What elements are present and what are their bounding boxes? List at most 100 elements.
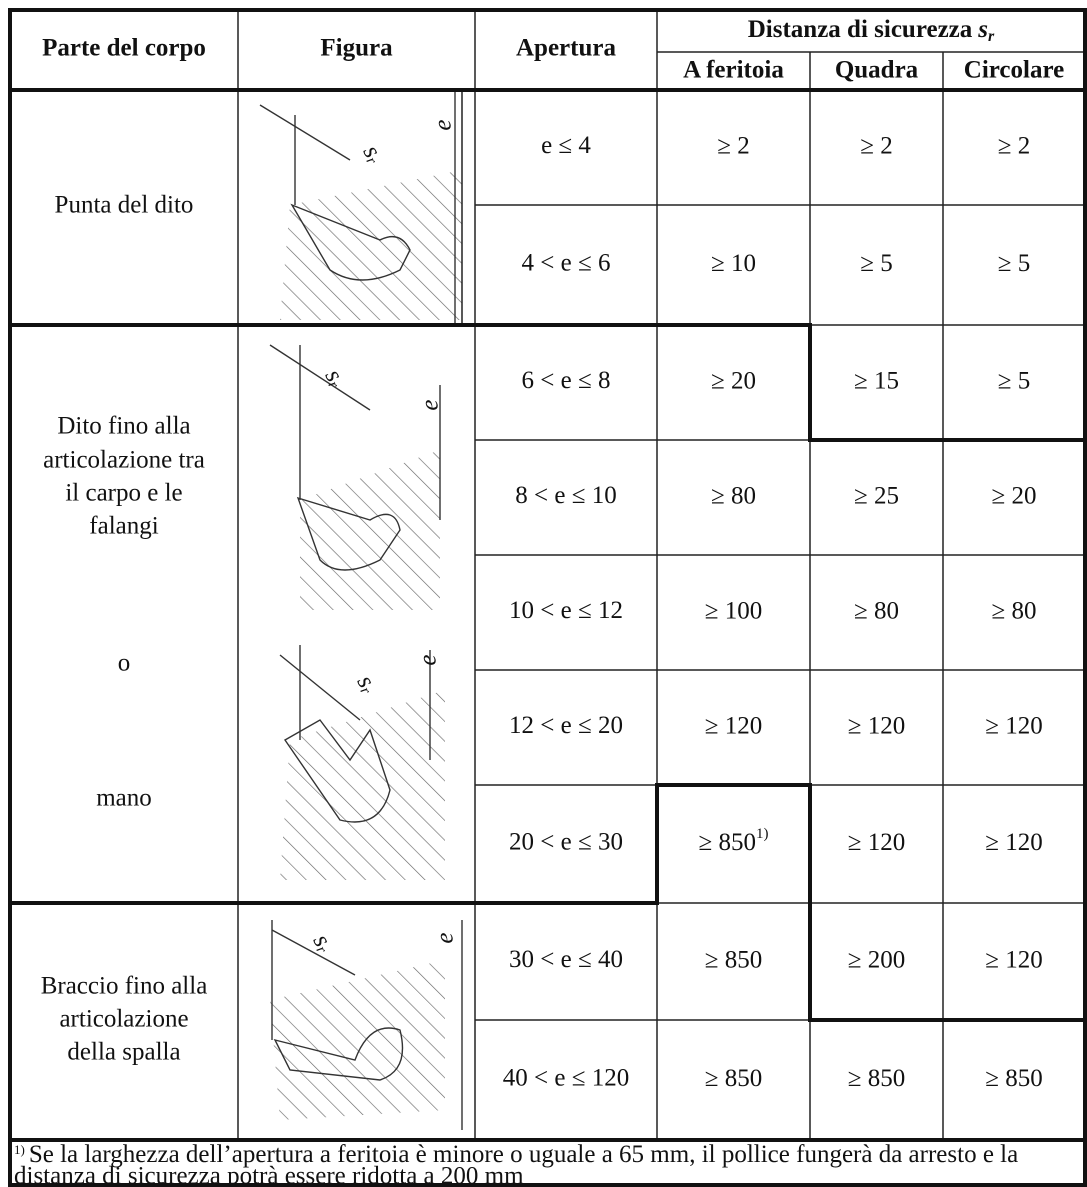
- distance-value: ≥ 850: [848, 1065, 905, 1092]
- distance-cell: ≥ 80: [711, 482, 756, 509]
- distance-value: ≥ 80: [992, 597, 1037, 624]
- footnote-ref: 1): [756, 826, 769, 842]
- figure-hand: [279, 645, 445, 880]
- header-cell: Quadra: [835, 57, 919, 84]
- figure-label: sr: [351, 670, 383, 697]
- header-symbol: s: [977, 16, 988, 43]
- distance-cell: ≥ 5: [998, 250, 1030, 277]
- figure-label: sr: [307, 929, 339, 956]
- distance-value: ≥ 5: [860, 250, 892, 277]
- distance-value: ≥ 200: [848, 946, 905, 973]
- distance-value: ≥ 120: [985, 946, 1042, 973]
- distance-value: ≥ 120: [985, 712, 1042, 739]
- distance-cell: ≥ 120: [848, 829, 905, 856]
- opening-cell: 40 < e ≤ 120: [503, 1065, 629, 1092]
- distance-cell: ≥ 850: [705, 1065, 762, 1092]
- header-cell: Circolare: [964, 57, 1064, 84]
- distance-cell: ≥ 850: [705, 946, 762, 973]
- distance-cell: ≥ 25: [854, 482, 899, 509]
- figure-label: e: [417, 399, 444, 410]
- figure-label: e: [430, 119, 457, 130]
- header-cell: Figura: [320, 35, 393, 62]
- distance-cell: ≥ 120: [848, 712, 905, 739]
- header-cell: Parte del corpo: [42, 35, 206, 62]
- opening-cell: 10 < e ≤ 12: [509, 597, 623, 624]
- footnote-text: Se la larghezza dell’apertura a feritoia…: [29, 1141, 1018, 1168]
- header-subscript: r: [988, 28, 995, 45]
- distance-value: ≥ 120: [848, 829, 905, 856]
- distance-value: ≥ 2: [998, 132, 1030, 159]
- figure-label: e: [415, 654, 442, 665]
- opening-cell: 12 < e ≤ 20: [509, 712, 623, 739]
- distance-value: ≥ 80: [854, 597, 899, 624]
- distance-cell: ≥ 80: [854, 597, 899, 624]
- distance-value: ≥ 120: [705, 712, 762, 739]
- footnote-marker: 1): [14, 1142, 25, 1157]
- distance-value: ≥ 5: [998, 367, 1030, 394]
- distance-value: ≥ 120: [985, 829, 1042, 856]
- figure-label: sr: [357, 140, 389, 167]
- distance-cell: ≥ 120: [985, 712, 1042, 739]
- opening-cell: e ≤ 4: [541, 132, 591, 159]
- distance-cell: ≥ 200: [848, 946, 905, 973]
- distance-value: ≥ 15: [854, 367, 899, 394]
- distance-cell: ≥ 100: [705, 597, 762, 624]
- distance-cell: ≥ 80: [992, 597, 1037, 624]
- body-part: Dito fino alla: [57, 413, 190, 440]
- opening-cell: 4 < e ≤ 6: [522, 250, 611, 277]
- distance-cell: ≥ 5: [860, 250, 892, 277]
- header-cell: A feritoia: [683, 57, 784, 84]
- body-part: della spalla: [67, 1039, 180, 1066]
- distance-value: ≥ 850: [699, 829, 756, 856]
- distance-value: ≥ 80: [711, 482, 756, 509]
- body-part: mano: [96, 785, 152, 812]
- header-cell: Apertura: [516, 35, 616, 62]
- zone-borders: [8, 8, 1087, 1187]
- figure-arm: [270, 920, 463, 1130]
- body-part: articolazione: [59, 1006, 188, 1033]
- body-part: o: [118, 650, 131, 677]
- figure-fingertip: [259, 90, 462, 325]
- figure-finger: [269, 344, 441, 610]
- body-part: falangi: [89, 513, 158, 540]
- distance-value: ≥ 850: [705, 1065, 762, 1092]
- distance-value: ≥ 20: [711, 367, 756, 394]
- distance-cell: ≥ 20: [711, 367, 756, 394]
- footnote: distanza di sicurezza potrà essere ridot…: [14, 1163, 524, 1187]
- distance-cell: ≥ 8501): [699, 826, 769, 855]
- footnote: 1) Se la larghezza dell’apertura a ferito…: [14, 1141, 1018, 1168]
- distance-value: ≥ 850: [985, 1065, 1042, 1092]
- distance-value: ≥ 25: [854, 482, 899, 509]
- distance-value: ≥ 5: [998, 250, 1030, 277]
- distance-value: ≥ 10: [711, 250, 756, 277]
- figures: [259, 90, 463, 1130]
- opening-cell: 6 < e ≤ 8: [522, 367, 611, 394]
- distance-cell: ≥ 20: [992, 482, 1037, 509]
- distance-cell: ≥ 120: [985, 946, 1042, 973]
- distance-cell: ≥ 2: [717, 132, 749, 159]
- distance-value: ≥ 2: [860, 132, 892, 159]
- opening-cell: 8 < e ≤ 10: [515, 482, 616, 509]
- distance-cell: ≥ 10: [711, 250, 756, 277]
- distance-value: ≥ 2: [717, 132, 749, 159]
- body-part: il carpo e le: [65, 480, 182, 507]
- distance-cell: ≥ 15: [854, 367, 899, 394]
- body-part: Braccio fino alla: [41, 973, 208, 1000]
- distance-cell: ≥ 120: [705, 712, 762, 739]
- distance-cell: ≥ 850: [985, 1065, 1042, 1092]
- body-part: articolazione tra: [43, 447, 205, 474]
- distance-value: ≥ 120: [848, 712, 905, 739]
- figure-label: e: [432, 932, 459, 943]
- distance-cell: ≥ 120: [985, 829, 1042, 856]
- distance-value: ≥ 20: [992, 482, 1037, 509]
- distance-cell: ≥ 2: [998, 132, 1030, 159]
- opening-cell: 20 < e ≤ 30: [509, 829, 623, 856]
- distance-value: ≥ 850: [705, 946, 762, 973]
- header-cell: Distanza di sicurezza sr: [748, 16, 995, 45]
- distance-cell: ≥ 5: [998, 367, 1030, 394]
- body-part: Punta del dito: [55, 192, 194, 219]
- distance-cell: ≥ 850: [848, 1065, 905, 1092]
- distance-cell: ≥ 2: [860, 132, 892, 159]
- distance-value: ≥ 100: [705, 597, 762, 624]
